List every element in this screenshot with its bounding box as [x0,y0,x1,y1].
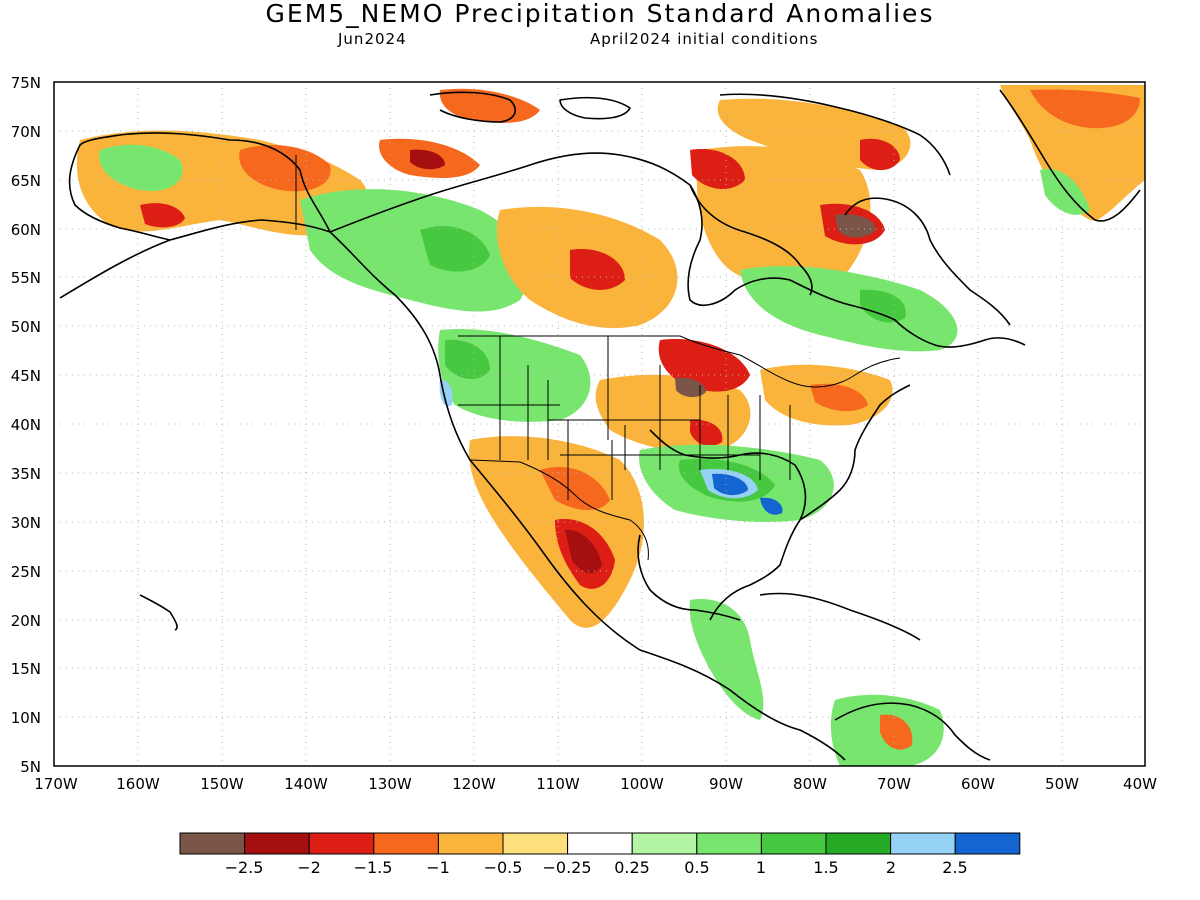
latitude-labels: 75N 70N 65N 60N 55N 50N 45N 40N 35N 30N … [11,74,41,776]
anomaly-region [690,149,745,190]
lat-tick: 40N [11,416,41,434]
anomaly-region [689,599,764,720]
lon-tick: 160W [116,775,160,793]
anomaly-region [760,497,783,515]
lat-tick: 65N [11,172,41,190]
anomaly-region [690,419,723,446]
anomaly-region [810,383,868,412]
anomaly-region [880,714,913,750]
lat-tick: 75N [11,74,41,92]
lat-tick: 35N [11,465,41,483]
anomaly-region [570,249,625,290]
legend-label: −0.5 [484,858,523,877]
forecast-month: Jun2024 [338,30,407,48]
legend-label: 2.5 [942,858,967,877]
legend-label: 0.5 [684,858,709,877]
longitude-labels: 170W 160W 150W 140W 130W 120W 110W 100W … [34,775,1157,793]
legend-swatch [437,832,504,855]
legend-label: 0.25 [614,858,650,877]
legend-label: −1 [426,858,450,877]
lat-tick: 45N [11,367,41,385]
lat-tick: 60N [11,221,41,239]
chart-title: GEM5_NEMO Precipitation Standard Anomali… [265,0,935,28]
anomaly-region [565,529,602,574]
anomaly-region [835,214,876,238]
lon-tick: 80W [793,775,827,793]
legend-swatch [825,832,892,855]
legend-swatch [179,832,246,855]
legend-label: −1.5 [354,858,393,877]
legend-swatch [631,832,698,855]
lat-tick: 10N [11,709,41,727]
anomaly-region [1030,89,1140,129]
lon-tick: 70W [877,775,911,793]
anomaly-region [740,266,958,352]
color-legend: −2.5 −2 −1.5 −1 −0.5 −0.25 0.25 0.5 1 1.… [179,832,1021,877]
lat-tick: 5N [20,758,41,776]
lon-tick: 130W [368,775,412,793]
anomaly-region [712,473,748,496]
anomaly-region [300,189,528,312]
initial-conditions: April2024 initial conditions [590,30,819,48]
lon-tick: 170W [34,775,78,793]
anomaly-region [410,149,445,170]
lat-tick: 70N [11,123,41,141]
lon-tick: 120W [452,775,496,793]
legend-label: −2 [297,858,321,877]
lon-tick: 60W [961,775,995,793]
anomaly-region [860,138,900,171]
legend-swatch [696,832,762,855]
legend-swatch [954,832,1021,855]
lon-tick: 110W [536,775,580,793]
legend-swatch [760,832,827,855]
anomaly-region [540,466,610,511]
legend-swatch [890,832,956,855]
anomaly-region [239,145,331,192]
legend-label: 1 [756,858,766,877]
lat-tick: 15N [11,660,41,678]
legend-label: −0.25 [542,858,591,877]
anomaly-field [76,85,1145,766]
map-frame [53,81,1146,767]
anomaly-region [140,203,185,228]
legend-swatch [308,832,375,855]
coastlines [59,89,1141,761]
lon-tick: 150W [200,775,244,793]
anomaly-region [445,339,490,380]
lat-tick: 55N [11,269,41,287]
anomaly-region [860,289,906,323]
lon-tick: 40W [1123,775,1157,793]
legend-swatch [373,832,439,855]
lat-tick: 25N [11,563,41,581]
anomaly-region [420,226,490,272]
legend-swatch [567,832,633,855]
lon-tick: 50W [1045,775,1079,793]
legend-label: 2 [886,858,896,877]
lat-tick: 30N [11,514,41,532]
legend-swatch [244,832,310,855]
lon-tick: 140W [284,775,328,793]
lat-tick: 20N [11,612,41,630]
legend-swatch [502,832,569,855]
lon-tick: 100W [620,775,664,793]
political-borders [295,155,901,561]
graticule [54,82,1145,766]
anomaly-region [99,144,183,191]
anomaly-region [675,377,706,398]
lon-tick: 90W [709,775,743,793]
legend-label: −2.5 [225,858,264,877]
lat-tick: 50N [11,318,41,336]
legend-label: 1.5 [813,858,838,877]
